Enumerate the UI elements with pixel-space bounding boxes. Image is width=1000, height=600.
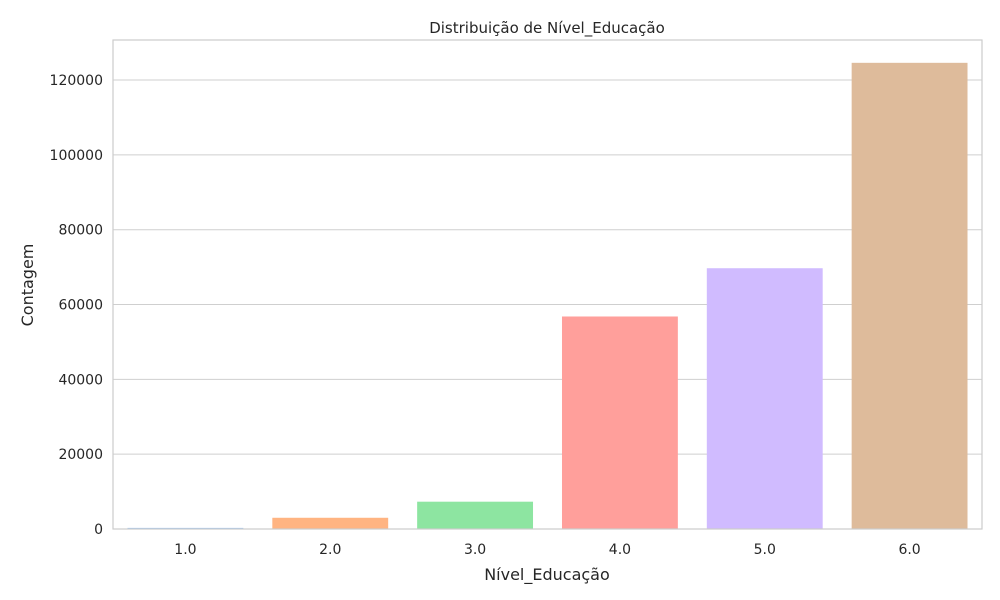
y-axis-ticks: 0 20000 40000 60000 80000 100000 120000	[50, 73, 103, 538]
bar-6-0	[851, 62, 968, 529]
chart-title: Distribuição de Nível_Educação	[429, 19, 665, 38]
x-tick-label: 1.0	[174, 542, 196, 558]
y-tick-label: 40000	[58, 372, 103, 388]
bar-5-0	[706, 268, 823, 529]
bars	[127, 62, 968, 529]
y-tick-label: 0	[94, 522, 103, 538]
y-tick-label: 100000	[50, 148, 103, 164]
x-axis-ticks: 1.0 2.0 3.0 4.0 5.0 6.0	[174, 542, 920, 558]
y-tick-label: 80000	[58, 223, 103, 239]
plot-frame	[112, 39, 983, 530]
x-tick-label: 2.0	[319, 542, 341, 558]
y-tick-label: 60000	[58, 298, 103, 314]
gridlines	[113, 79, 982, 530]
bar-3-0	[417, 501, 534, 529]
y-tick-label: 20000	[58, 447, 103, 463]
y-tick-label: 120000	[50, 73, 103, 89]
bar-4-0	[561, 316, 678, 529]
x-tick-label: 3.0	[464, 542, 486, 558]
x-tick-label: 6.0	[898, 542, 920, 558]
y-axis-label: Contagem	[18, 244, 37, 327]
x-tick-label: 4.0	[609, 542, 631, 558]
bar-2-0	[272, 517, 389, 529]
x-axis-label: Nível_Educação	[484, 565, 610, 585]
x-tick-label: 5.0	[754, 542, 776, 558]
